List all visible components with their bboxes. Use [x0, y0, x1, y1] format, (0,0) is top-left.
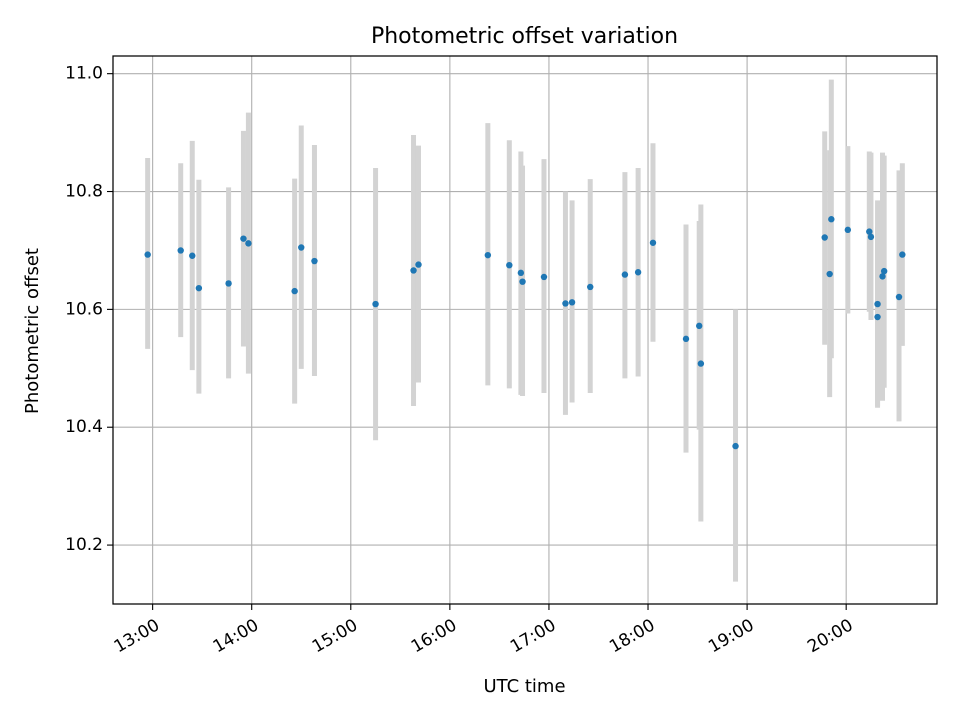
data-point	[225, 280, 232, 287]
y-axis-label: Photometric offset	[22, 248, 43, 414]
data-point	[568, 299, 576, 306]
data-point	[821, 234, 828, 241]
data-point	[540, 273, 548, 281]
data-point	[899, 251, 906, 258]
y-tick-label: 10.2	[65, 535, 103, 555]
data-point	[826, 270, 833, 278]
data-point	[880, 267, 888, 275]
y-axis-ticks: 10.2 10.4 10.6 10.8 11.0	[65, 64, 113, 555]
data-point	[506, 261, 513, 269]
data-point	[144, 251, 151, 258]
data-point	[732, 442, 739, 450]
y-tick-label: 11.0	[65, 64, 103, 84]
y-tick-label: 10.6	[65, 299, 103, 319]
y-tick-label: 10.4	[65, 417, 103, 437]
data-point	[240, 235, 247, 242]
data-point	[874, 300, 881, 308]
data-point	[484, 251, 492, 259]
data-points	[144, 216, 906, 450]
data-point	[621, 271, 629, 278]
chart-title: Photometric offset variation	[371, 24, 678, 49]
y-tick-label: 10.8	[65, 182, 103, 202]
data-point	[682, 335, 690, 343]
data-point	[696, 322, 703, 330]
data-point	[311, 257, 318, 265]
data-point	[177, 247, 184, 254]
data-point	[879, 273, 886, 280]
data-point	[844, 226, 852, 234]
data-point	[634, 269, 642, 276]
data-point	[828, 216, 835, 223]
x-axis-label: UTC time	[483, 676, 565, 697]
data-point	[195, 284, 203, 292]
data-point	[298, 244, 305, 251]
data-point	[649, 239, 657, 246]
axes-frame	[112, 55, 938, 605]
data-point	[517, 269, 525, 277]
data-point	[587, 283, 594, 291]
data-point	[697, 360, 705, 367]
data-point	[519, 278, 526, 285]
data-point	[562, 300, 569, 307]
data-point	[291, 287, 298, 295]
data-point	[415, 261, 422, 268]
data-point	[895, 293, 903, 301]
data-point	[866, 228, 873, 235]
data-point	[874, 313, 881, 321]
data-point	[372, 300, 379, 308]
data-point	[867, 233, 875, 241]
data-point	[410, 267, 417, 274]
data-point	[245, 240, 252, 247]
data-point	[189, 252, 196, 259]
